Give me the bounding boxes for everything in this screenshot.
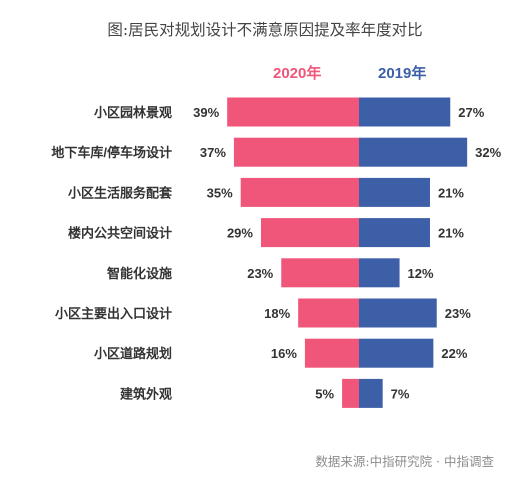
category-label: 小区园林景观 — [94, 105, 172, 120]
bar-2019 — [359, 298, 437, 328]
category-label: 智能化设施 — [107, 266, 172, 281]
bar-2020 — [260, 218, 359, 248]
category-label: 楼内公共空间设计 — [68, 226, 172, 241]
bar-2020 — [233, 137, 359, 167]
bar-2019 — [359, 97, 451, 127]
bar-2020 — [281, 258, 359, 288]
bar-2020 — [342, 378, 359, 408]
data-label-2020: 39% — [193, 105, 219, 120]
data-label-2020: 23% — [247, 266, 273, 281]
data-label-2019: 21% — [438, 226, 464, 241]
bar-2019 — [359, 258, 400, 288]
data-label-2020: 16% — [271, 346, 297, 361]
category-label: 小区道路规划 — [94, 346, 172, 361]
data-label-2020: 18% — [264, 306, 290, 321]
category-label: 地下车库/停车场设计 — [51, 145, 172, 160]
legend-2020: 2020年 — [273, 65, 322, 82]
bar-2020 — [298, 298, 359, 328]
category-label: 建筑外观 — [120, 386, 172, 401]
data-label-2019: 22% — [441, 346, 467, 361]
bar-2019 — [359, 378, 383, 408]
data-label-2019: 23% — [445, 306, 471, 321]
data-label-2019: 7% — [391, 386, 410, 401]
data-label-2019: 21% — [438, 185, 464, 200]
category-label: 小区主要出入口设计 — [55, 306, 172, 321]
data-label-2019: 12% — [408, 266, 434, 281]
data-source: 数据来源:中指研究院 · 中指调查 — [315, 454, 494, 469]
bar-2019 — [359, 177, 430, 207]
chart-title: 图:居民对规划设计不满意原因提及率年度对比 — [107, 21, 423, 39]
data-label-2020: 37% — [200, 145, 226, 160]
bar-2020 — [240, 177, 359, 207]
bar-2020 — [304, 338, 359, 368]
bar-2019 — [359, 137, 468, 167]
data-label-2019: 32% — [475, 145, 501, 160]
bar-2019 — [359, 218, 430, 248]
data-label-2019: 27% — [458, 105, 484, 120]
data-label-2020: 29% — [227, 226, 253, 241]
data-label-2020: 5% — [315, 386, 334, 401]
data-label-2020: 35% — [207, 185, 233, 200]
bar-2019 — [359, 338, 434, 368]
category-label: 小区生活服务配套 — [68, 185, 173, 200]
legend-2019: 2019年 — [378, 65, 427, 82]
bar-2020 — [227, 97, 359, 127]
